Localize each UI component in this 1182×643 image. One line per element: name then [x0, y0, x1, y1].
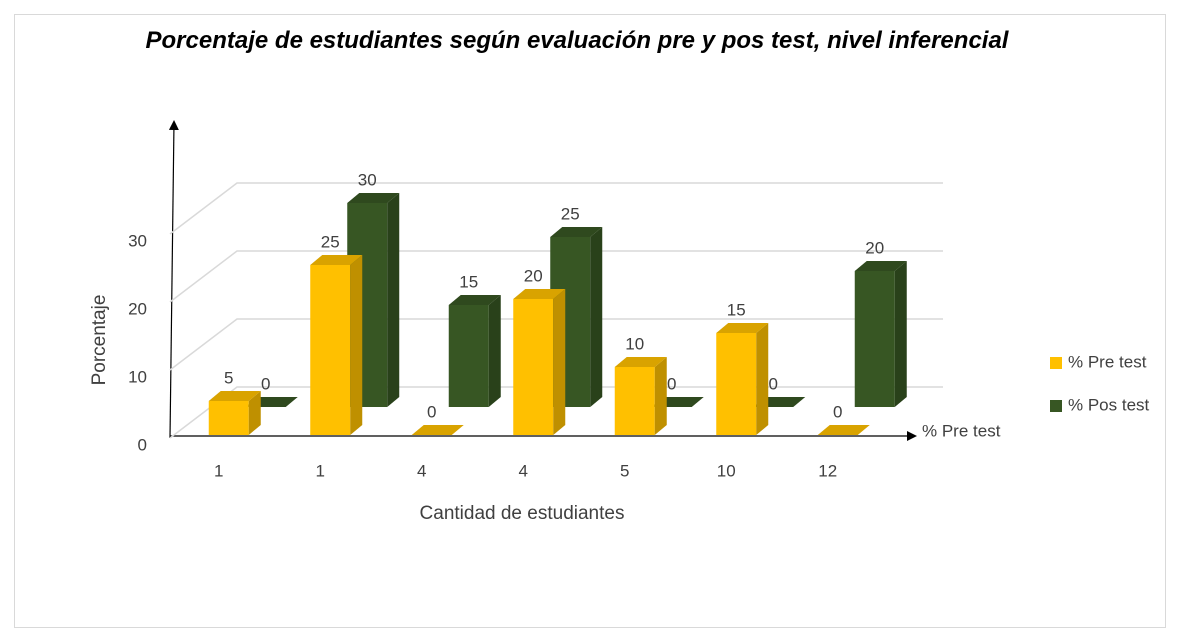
data-label: 15: [459, 272, 478, 291]
data-label: 25: [561, 204, 580, 223]
data-label: 25: [321, 232, 340, 251]
bar-top: [550, 227, 603, 237]
x-tick-label: 10: [717, 461, 736, 480]
depth-axis-label: % Pre test: [922, 421, 1001, 440]
bar-side: [350, 255, 363, 435]
bar: [411, 425, 464, 435]
bar: [817, 425, 870, 435]
bar-side: [248, 391, 261, 435]
bar-top: [513, 289, 566, 299]
chart-title: Porcentaje de estudiantes según evaluaci…: [145, 27, 1009, 54]
bar: [614, 357, 667, 435]
grid-line: [169, 182, 943, 235]
bar-top: [347, 193, 400, 203]
bar-top: [208, 391, 261, 401]
data-label: 0: [261, 374, 270, 393]
legend-label: % Pre test: [1068, 352, 1147, 371]
data-label: 30: [358, 170, 377, 189]
data-label: 15: [727, 300, 746, 319]
bar-front: [208, 401, 249, 435]
bar-front: [716, 333, 757, 435]
bar: [854, 261, 907, 407]
legend-label: % Pos test: [1068, 395, 1150, 414]
bar: [716, 323, 769, 435]
bar-front: [854, 271, 895, 407]
data-label: 0: [667, 374, 676, 393]
bar-front: [310, 265, 351, 435]
bar-side: [590, 227, 603, 407]
bar: [208, 391, 261, 435]
bar-side: [488, 295, 501, 407]
grid-line: [169, 386, 943, 439]
y-axis-title: Porcentaje: [89, 295, 110, 386]
data-label: 5: [224, 368, 233, 387]
bar: [513, 289, 566, 435]
y-axis: [168, 120, 179, 439]
bar-side: [654, 357, 667, 435]
bar: [347, 193, 400, 407]
data-label: 20: [865, 238, 884, 257]
legend-swatch: [1050, 400, 1062, 412]
x-axis-title: Cantidad de estudiantes: [420, 503, 625, 524]
x-tick-label: 5: [620, 461, 629, 480]
bar-top: [310, 255, 363, 265]
bar-top: [854, 261, 907, 271]
data-label: 0: [769, 374, 778, 393]
bar-side: [756, 323, 769, 435]
data-label: 10: [625, 334, 644, 353]
bar-top: [817, 425, 870, 435]
bar-side: [553, 289, 566, 435]
x-tick-label: 1: [214, 461, 223, 480]
bar-side: [894, 261, 907, 407]
bar-side: [387, 193, 400, 407]
y-tick-label: 0: [138, 435, 147, 454]
x-tick-label: 12: [818, 461, 837, 480]
legend-swatch: [1050, 357, 1062, 369]
bar-front: [513, 299, 554, 435]
x-tick-label: 4: [519, 461, 528, 480]
bar: [310, 255, 363, 435]
data-label: 20: [524, 266, 543, 285]
x-tick-label: 4: [417, 461, 426, 480]
grid-line: [169, 318, 943, 371]
grid-line: [169, 250, 943, 303]
bar-front: [448, 305, 489, 407]
bar: [448, 295, 501, 407]
data-label: 0: [833, 402, 842, 421]
data-label: 0: [427, 402, 436, 421]
y-tick-label: 10: [128, 367, 147, 386]
x-tick-label: 1: [316, 461, 325, 480]
bar-front: [614, 367, 655, 435]
bar-top: [716, 323, 769, 333]
bar-top: [448, 295, 501, 305]
chart-frame: [14, 14, 1166, 628]
bar-top: [614, 357, 667, 367]
y-tick-label: 30: [128, 231, 147, 250]
bar-top: [411, 425, 464, 435]
y-tick-label: 20: [128, 299, 147, 318]
